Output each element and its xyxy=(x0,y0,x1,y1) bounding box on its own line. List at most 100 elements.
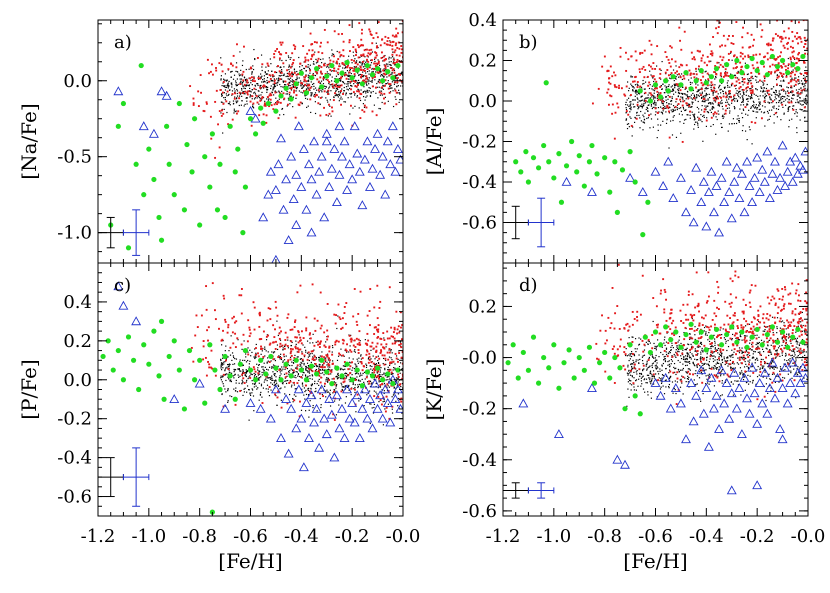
background-point xyxy=(675,136,678,139)
background-point xyxy=(241,89,243,91)
background-point xyxy=(760,86,762,88)
background-point xyxy=(277,385,280,387)
red-point xyxy=(698,65,700,68)
background-point xyxy=(377,80,380,82)
background-point xyxy=(288,66,290,68)
background-point xyxy=(348,384,350,387)
background-point xyxy=(361,374,363,376)
background-point xyxy=(644,81,647,83)
background-point xyxy=(252,68,255,71)
background-point xyxy=(634,106,636,108)
blue-triangle xyxy=(625,172,636,182)
red-point xyxy=(648,114,651,117)
background-point xyxy=(673,93,675,95)
background-point xyxy=(638,100,640,102)
red-point xyxy=(283,347,286,350)
background-point xyxy=(682,106,684,109)
blue-triangle xyxy=(347,174,358,184)
background-point xyxy=(710,86,712,89)
background-point xyxy=(233,108,235,110)
background-point xyxy=(718,113,720,115)
green-dot xyxy=(627,149,633,155)
background-point xyxy=(399,345,402,347)
background-point xyxy=(223,385,225,387)
background-point xyxy=(328,87,330,89)
green-dot xyxy=(120,100,127,107)
background-point xyxy=(722,108,724,110)
background-point xyxy=(774,96,776,98)
background-point xyxy=(755,79,757,81)
background-point xyxy=(790,61,792,63)
background-point xyxy=(253,376,255,378)
background-point xyxy=(225,80,228,82)
background-point xyxy=(763,96,766,99)
red-point xyxy=(705,119,708,122)
red-point xyxy=(368,66,371,69)
background-point xyxy=(248,366,250,368)
green-dot xyxy=(197,222,203,228)
red-point xyxy=(769,44,772,46)
background-point xyxy=(700,97,703,99)
red-point xyxy=(782,88,785,91)
background-point xyxy=(220,101,223,103)
background-point xyxy=(315,358,317,360)
background-point xyxy=(333,381,335,383)
red-point xyxy=(308,49,311,52)
background-point xyxy=(772,106,774,108)
background-point xyxy=(388,56,390,58)
background-point xyxy=(383,398,385,401)
background-point xyxy=(292,362,295,364)
background-point xyxy=(764,106,766,108)
background-point xyxy=(336,94,338,97)
background-point xyxy=(676,107,678,109)
background-point xyxy=(220,369,223,371)
red-point xyxy=(662,107,665,110)
red-point xyxy=(625,51,627,54)
red-point xyxy=(638,68,641,71)
red-point xyxy=(277,65,279,68)
background-point xyxy=(241,87,243,90)
background-point xyxy=(381,74,383,76)
background-point xyxy=(335,414,338,416)
red-point xyxy=(241,92,244,94)
red-point xyxy=(739,55,742,58)
background-point xyxy=(298,375,301,378)
background-point xyxy=(674,83,677,85)
background-point xyxy=(236,97,238,99)
red-point xyxy=(393,35,396,38)
background-point xyxy=(373,390,375,392)
background-point xyxy=(331,351,333,353)
red-point xyxy=(787,82,790,85)
background-point xyxy=(375,382,377,385)
background-point xyxy=(260,77,262,79)
blue-triangle xyxy=(352,148,363,158)
red-point xyxy=(355,66,358,69)
background-point xyxy=(747,78,749,80)
background-point xyxy=(635,89,637,91)
background-point xyxy=(687,103,690,105)
background-point xyxy=(227,85,229,87)
background-point xyxy=(292,96,294,98)
background-point xyxy=(370,403,372,405)
background-point xyxy=(701,96,703,99)
background-point xyxy=(363,381,365,383)
green-dot xyxy=(240,230,246,236)
background-point xyxy=(771,88,773,90)
background-point xyxy=(270,79,273,82)
background-point xyxy=(262,358,264,360)
red-point xyxy=(373,62,376,65)
green-dot xyxy=(151,176,157,183)
red-point xyxy=(234,92,236,95)
background-point xyxy=(279,71,281,74)
red-point xyxy=(691,57,694,60)
background-point xyxy=(680,96,682,98)
background-point xyxy=(334,391,336,393)
red-point xyxy=(395,54,398,57)
red-point xyxy=(617,106,620,109)
red-point xyxy=(345,73,347,76)
background-point xyxy=(325,66,328,68)
red-point xyxy=(797,36,800,39)
red-point xyxy=(804,52,807,55)
background-point xyxy=(290,386,293,388)
red-point xyxy=(366,58,368,61)
